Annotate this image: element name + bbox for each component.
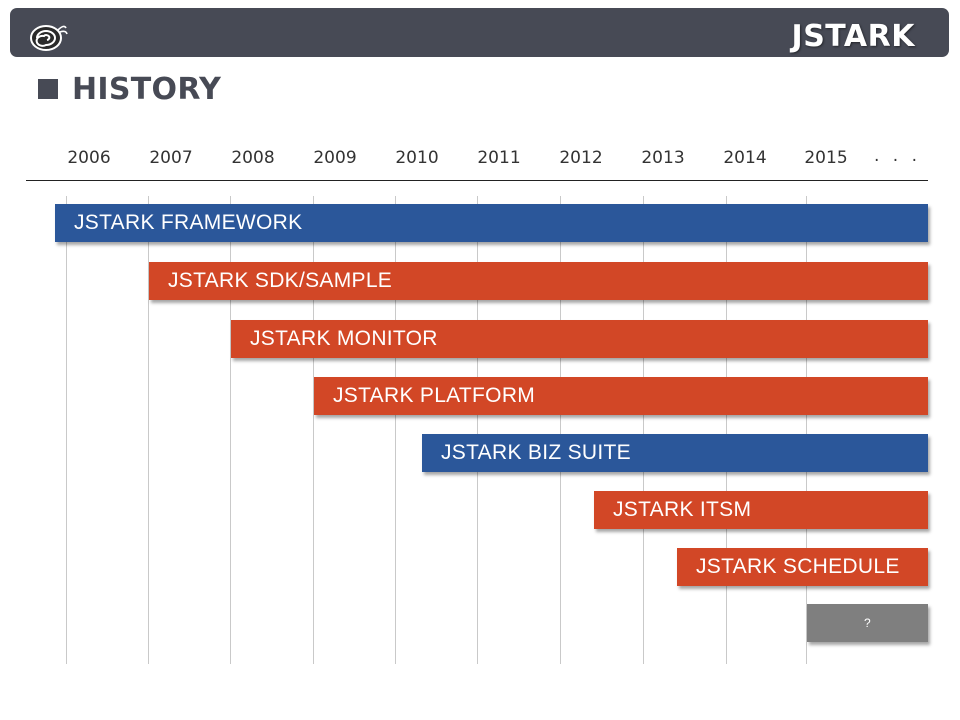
gridline [230,196,231,664]
timeline-bar: JSTARK SCHEDULE [677,548,928,586]
year-label-2009: 2009 [313,148,357,168]
timeline-bar: JSTARK SDK/SAMPLE [149,262,928,300]
timeline-bar: JSTARK FRAMEWORK [55,204,928,242]
gridline [477,196,478,664]
gridline [806,196,807,664]
timeline-bar: JSTARK MONITOR [231,320,928,358]
year-label-2013: 2013 [641,148,685,168]
timeline-bar-label: JSTARK PLATFORM [333,384,536,407]
year-label-2010: 2010 [395,148,439,168]
bullet-square-icon [38,79,58,99]
year-label-2008: 2008 [231,148,275,168]
timeline-bar-label: JSTARK BIZ SUITE [441,441,631,464]
timeline-bar-label: JSTARK SCHEDULE [696,555,900,578]
gridline [726,196,727,664]
brand-title: JSTARK [791,19,915,54]
timeline-bar-label: JSTARK ITSM [613,498,752,521]
year-label-2012: 2012 [559,148,603,168]
timeline-bar-label: JSTARK FRAMEWORK [74,211,303,234]
timeline-bar: JSTARK ITSM [594,491,928,529]
timeline-bar: ? [807,604,928,642]
gridline [395,196,396,664]
header-bar: JSTARK [10,8,949,57]
timeline-bar-label: ? [864,616,871,630]
gridline [148,196,149,664]
timeline-bar-label: JSTARK SDK/SAMPLE [168,269,393,292]
section-title-label: HISTORY [72,71,222,107]
timeline-bar: JSTARK BIZ SUITE [422,434,928,472]
axis-baseline [26,180,928,181]
timeline-bar: JSTARK PLATFORM [314,377,928,415]
year-label-2007: 2007 [149,148,193,168]
snail-icon [30,25,68,51]
year-label-2014: 2014 [723,148,767,168]
year-label-2015: 2015 [804,148,848,168]
gridline [643,196,644,664]
gridline [66,196,67,664]
gridline [560,196,561,664]
year-ellipsis: . . . [874,146,922,166]
section-title: HISTORY [38,70,221,108]
timeline-bar-label: JSTARK MONITOR [250,327,438,350]
year-label-2006: 2006 [67,148,111,168]
year-label-2011: 2011 [477,148,521,168]
gridline [313,196,314,664]
